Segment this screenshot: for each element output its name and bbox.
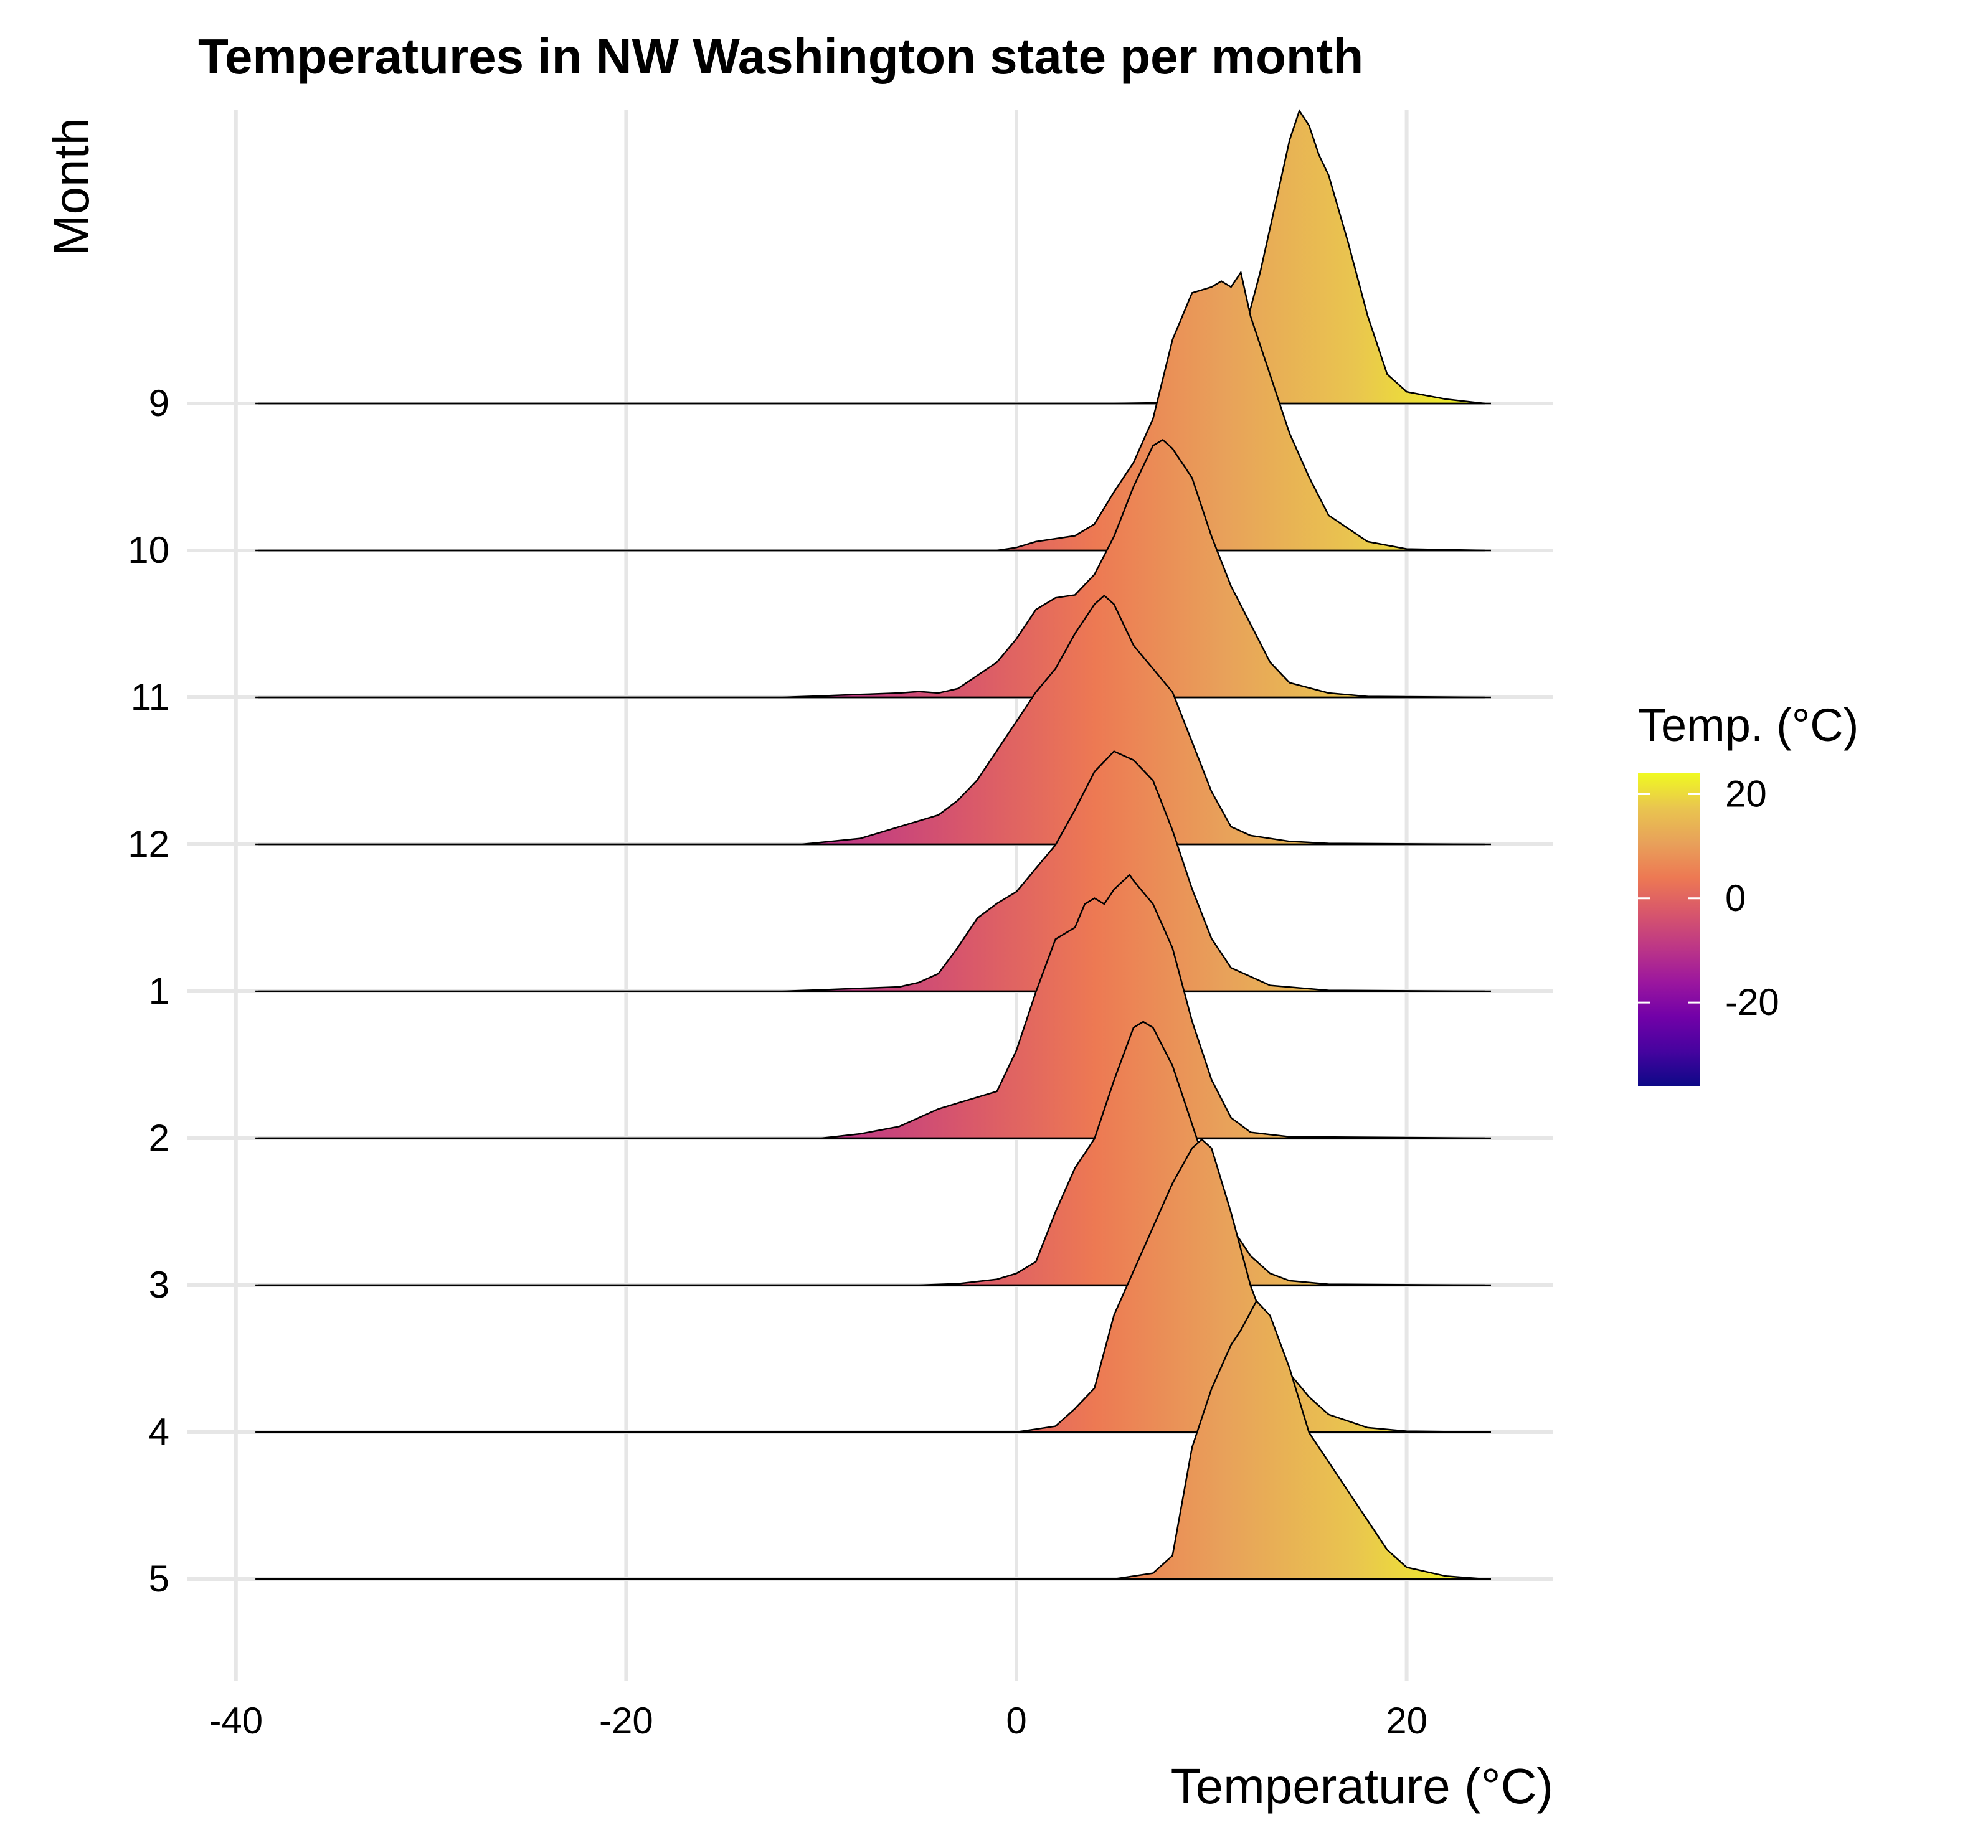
legend-tick-label: -20 (1725, 981, 1779, 1023)
chart-title: Temperatures in NW Washington state per … (198, 29, 1363, 84)
legend-tick-label: 20 (1725, 773, 1767, 814)
ridge-month-9 (255, 109, 1485, 405)
ridges (255, 109, 1491, 1580)
ridge-month-5 (255, 1299, 1485, 1580)
x-tick-label: -40 (209, 1700, 263, 1742)
ridge-month-12 (255, 594, 1485, 846)
y-tick-label: 3 (149, 1264, 169, 1306)
x-tick-label: 20 (1386, 1700, 1427, 1742)
y-tick-label: 12 (128, 823, 169, 865)
ridge-month-11 (255, 438, 1485, 699)
y-tick-label: 1 (149, 970, 169, 1012)
legend-colorbar (1638, 773, 1700, 1086)
ridge-month-3 (255, 1021, 1485, 1286)
y-axis-title: Month (44, 118, 99, 256)
legend-tick-label: 0 (1725, 877, 1746, 919)
ridge-month-1 (255, 750, 1485, 992)
x-tick-label: -20 (599, 1700, 653, 1742)
x-tick-label: 0 (1006, 1700, 1026, 1742)
ridge-month-2 (255, 874, 1485, 1139)
x-axis-title: Temperature (°C) (1171, 1758, 1553, 1814)
legend-title: Temp. (°C) (1638, 699, 1858, 751)
ridge-month-4 (255, 1138, 1485, 1433)
y-tick-label: 10 (128, 529, 169, 571)
y-tick-label: 4 (149, 1411, 169, 1453)
y-tick-label: 2 (149, 1117, 169, 1159)
y-tick-label: 5 (149, 1558, 169, 1600)
y-tick-label: 11 (131, 676, 169, 718)
legend: Temp. (°C) 20 0 -20 (1638, 699, 1858, 1086)
y-tick-label: 9 (149, 382, 169, 424)
x-tick-labels: -40 -20 0 20 (209, 1700, 1427, 1742)
